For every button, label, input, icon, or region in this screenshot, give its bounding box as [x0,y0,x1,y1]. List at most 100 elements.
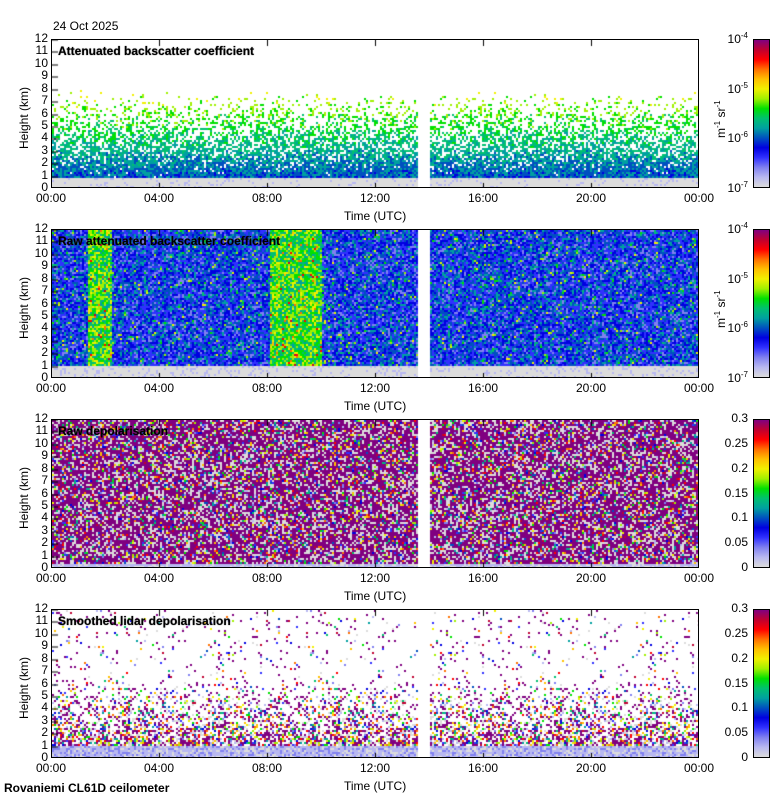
y-tick-label: 3 [41,332,48,347]
x-tick-label: 00:00 [35,381,67,395]
x-tick-label: 20:00 [575,571,607,585]
tick-exponent: -4 [740,31,748,40]
plot-panel-3: Smoothed lidar depolarisation [51,609,699,758]
y-tick-label: 12 [34,31,48,45]
y-tick-label: 5 [41,117,48,132]
colorbar-tick-label: 10-5 [727,80,748,96]
heatmap-canvas [52,230,698,377]
y-tick-label: 4 [41,320,48,335]
colorbar-tick-label: 0.1 [731,700,748,715]
x-tick-label: 00:00 [683,761,715,775]
y-tick-label: 9 [41,258,48,273]
colorbar-tick-label: 0.2 [731,460,748,475]
x-axis-label: Time (UTC) [344,399,407,413]
y-axis-label: Height (km) [17,656,31,719]
panel-title: Raw depolarisation [58,424,169,438]
x-tick-label: 20:00 [575,381,607,395]
y-tick-label: 3 [41,142,48,157]
y-tick-label: 12 [34,411,48,425]
x-tick-label: 00:00 [683,381,715,395]
y-tick-label: 1 [41,357,48,372]
x-tick-label: 00:00 [683,191,715,205]
x-tick-label: 16:00 [467,191,499,205]
y-tick-label: 8 [41,650,48,665]
colorbar [753,609,770,758]
y-tick-label: 11 [35,423,48,438]
y-tick-label: 9 [41,638,48,653]
x-tick-label: 00:00 [35,571,67,585]
colorbar-tick-label: 0 [741,750,748,764]
colorbar-tick-label: 10-7 [727,180,748,195]
colorbar-tick-label: 0.05 [724,535,748,550]
y-axis-label: Height (km) [17,466,31,529]
heatmap-canvas [52,420,698,567]
y-tick-label: 10 [34,55,48,70]
heatmap-canvas [52,610,698,757]
colorbar-tick-label: 0.25 [724,625,748,640]
y-tick-label: 8 [41,80,48,95]
x-tick-label: 00:00 [35,761,67,775]
panel-title: Raw attenuated backscatter coefficient [58,234,281,248]
x-tick-label: 12:00 [359,761,391,775]
tick-exponent: -5 [740,80,748,90]
y-tick-label: 4 [41,510,48,525]
colorbar-tick-label: 10-7 [727,370,748,385]
colorbar-tick-label: 10-4 [727,31,748,46]
y-tick-label: 7 [41,93,48,108]
colorbar [753,419,770,568]
x-axis-label: Time (UTC) [344,779,407,793]
colorbar-tick-label: 10-6 [727,130,748,146]
x-tick-label: 20:00 [575,761,607,775]
x-tick-label: 16:00 [467,571,499,585]
y-tick-label: 0 [41,750,48,764]
colorbar-tick-label: 0 [741,560,748,574]
y-tick-label: 10 [34,435,48,450]
x-axis-label: Time (UTC) [344,209,407,223]
y-tick-label: 8 [41,270,48,285]
y-tick-label: 10 [34,625,48,640]
tick-exponent: -6 [740,320,748,330]
colorbar-tick-label: 0.1 [731,510,748,525]
plot-panel-2: Raw depolarisation [51,419,699,568]
y-tick-label: 9 [41,448,48,463]
y-tick-label: 6 [41,295,48,310]
panel-title: Smoothed lidar depolarisation [58,614,231,628]
colorbar-unit-label: m-1 sr-1 [713,289,728,328]
y-tick-label: 0 [41,560,48,574]
colorbar-tick-label: 0.3 [731,411,748,425]
colorbar-tick-label: 0.25 [724,435,748,450]
y-tick-label: 1 [41,737,48,752]
x-tick-label: 12:00 [359,571,391,585]
y-tick-label: 1 [41,547,48,562]
y-tick-label: 12 [34,601,48,615]
colorbar-tick-label: 0.15 [724,485,748,500]
x-tick-label: 00:00 [35,191,67,205]
y-tick-label: 2 [41,155,48,170]
y-tick-label: 2 [41,725,48,740]
y-tick-label: 10 [34,245,48,260]
x-tick-label: 08:00 [251,191,283,205]
x-tick-label: 12:00 [359,191,391,205]
colorbar [753,39,770,188]
x-axis-label: Time (UTC) [344,589,407,603]
x-tick-label: 00:00 [683,571,715,585]
y-tick-label: 4 [41,130,48,145]
tick-exponent: -4 [740,221,748,230]
panel-title: Attenuated backscatter coefficient [58,44,255,58]
x-tick-label: 04:00 [143,191,175,205]
y-tick-label: 7 [41,663,48,678]
y-tick-label: 5 [41,497,48,512]
y-tick-label: 7 [41,473,48,488]
y-tick-label: 4 [41,700,48,715]
y-axis-label: Height (km) [17,86,31,149]
x-tick-label: 16:00 [467,381,499,395]
heatmap-canvas [52,40,698,187]
x-tick-label: 08:00 [251,571,283,585]
tick-exponent: -7 [740,370,748,379]
y-tick-label: 7 [41,283,48,298]
y-tick-label: 6 [41,675,48,690]
y-tick-label: 12 [34,221,48,235]
site-label: Rovaniemi CL61D ceilometer [4,781,170,795]
date-label: 24 Oct 2025 [53,19,119,33]
x-tick-label: 16:00 [467,761,499,775]
